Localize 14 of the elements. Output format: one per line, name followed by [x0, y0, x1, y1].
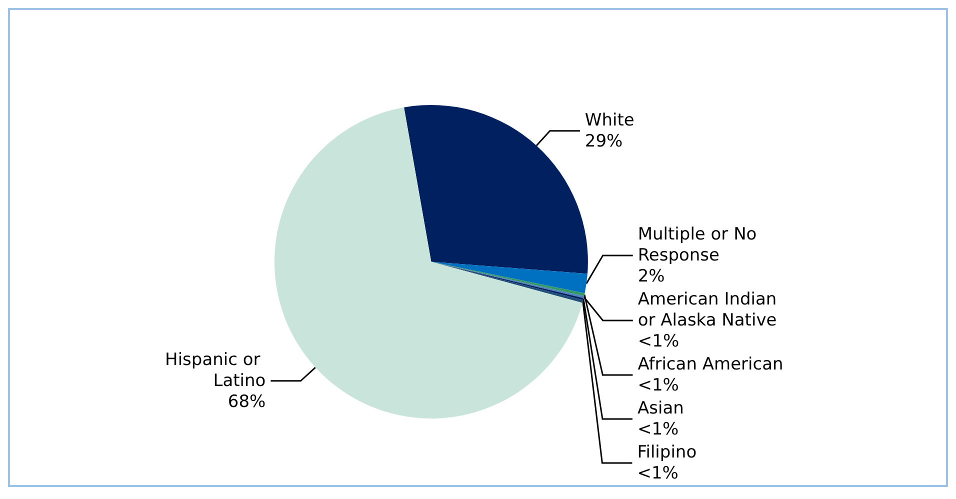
data-label: <1%: [638, 332, 680, 352]
data-label: 2%: [638, 266, 665, 286]
data-label: <1%: [638, 376, 679, 396]
data-label: 29%: [584, 131, 623, 152]
slice-label: Asian: [637, 398, 684, 418]
slice-label: White: [584, 110, 634, 130]
slice-label: American Indian or Alaska Native: [638, 290, 782, 330]
slice-label: Filipino: [637, 442, 697, 462]
data-label: <1%: [637, 464, 678, 484]
slice-label: African American: [638, 354, 784, 374]
slice-label: Hispanic or Latino: [165, 350, 266, 391]
data-label: <1%: [637, 420, 679, 440]
data-label: 68%: [228, 392, 266, 412]
slice-label: Multiple or No Response: [638, 224, 762, 266]
